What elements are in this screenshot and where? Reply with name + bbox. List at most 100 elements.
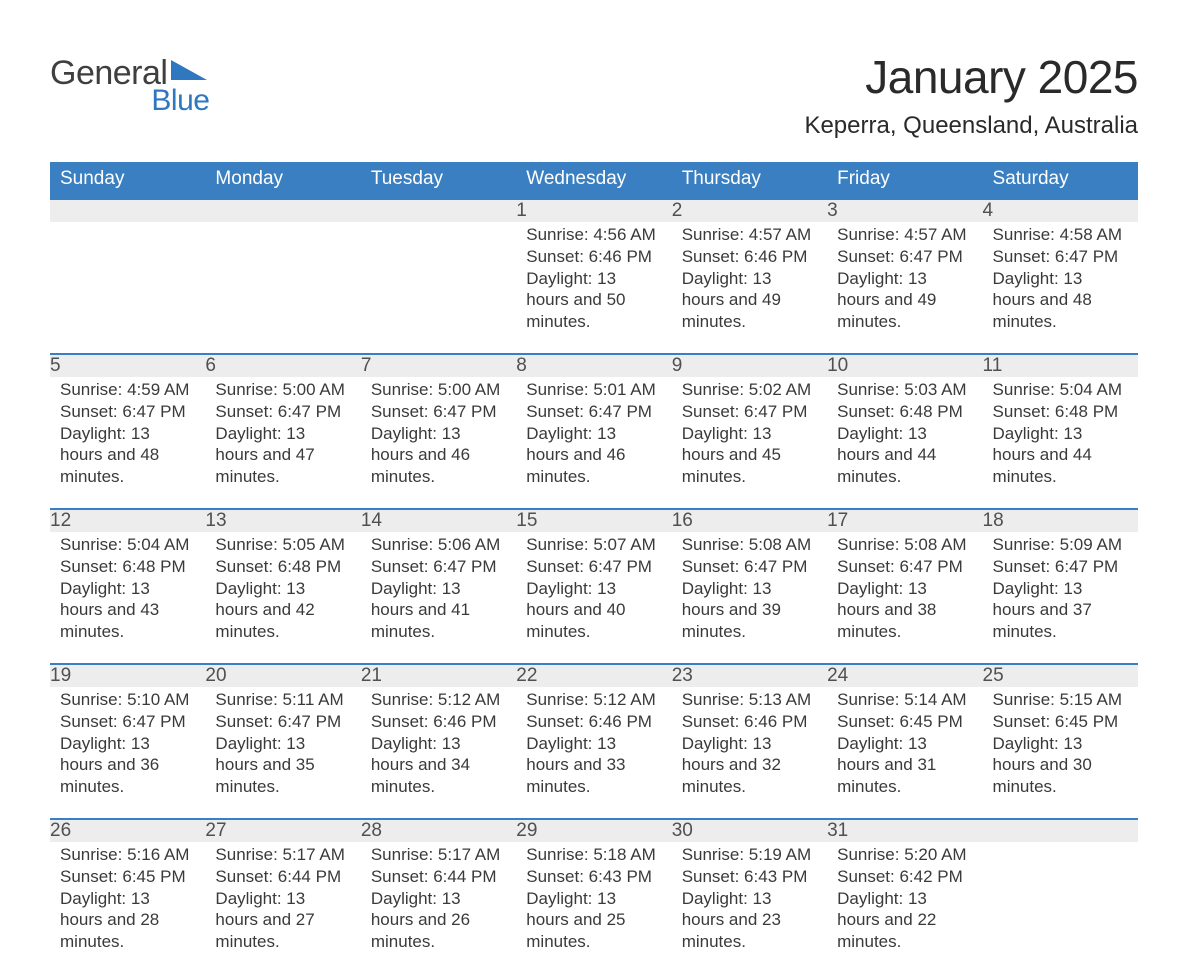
day-cell: Sunrise: 5:16 AMSunset: 6:45 PMDaylight:… xyxy=(50,842,205,974)
sunset-line: Sunset: 6:47 PM xyxy=(526,556,661,578)
day-number-cell: 31 xyxy=(827,819,982,842)
day-number-cell: 30 xyxy=(672,819,827,842)
location-subtitle: Keperra, Queensland, Australia xyxy=(804,112,1138,140)
sunrise-line: Sunrise: 5:04 AM xyxy=(60,534,195,556)
page-header: General Blue January 2025 Keperra, Queen… xyxy=(50,50,1138,152)
day-cell-body: Sunrise: 5:04 AMSunset: 6:48 PMDaylight:… xyxy=(983,377,1138,496)
sunrise-line: Sunrise: 4:59 AM xyxy=(60,379,195,401)
day-cell-body: Sunrise: 5:03 AMSunset: 6:48 PMDaylight:… xyxy=(827,377,982,496)
sunset-line: Sunset: 6:48 PM xyxy=(993,401,1128,423)
day-number-cell: 14 xyxy=(361,509,516,532)
daylight-line: Daylight: 13 hours and 36 minutes. xyxy=(60,733,195,798)
day-cell-body: Sunrise: 5:10 AMSunset: 6:47 PMDaylight:… xyxy=(50,687,205,806)
day-cell: Sunrise: 5:05 AMSunset: 6:48 PMDaylight:… xyxy=(205,532,360,664)
sunrise-line: Sunrise: 5:08 AM xyxy=(682,534,817,556)
day-number-cell: 5 xyxy=(50,354,205,377)
sunset-line: Sunset: 6:47 PM xyxy=(993,246,1128,268)
day-number-cell: 22 xyxy=(516,664,671,687)
sunrise-line: Sunrise: 5:00 AM xyxy=(371,379,506,401)
weekday-header: Monday xyxy=(205,162,360,199)
sunrise-line: Sunrise: 5:00 AM xyxy=(215,379,350,401)
day-cell-body: Sunrise: 5:14 AMSunset: 6:45 PMDaylight:… xyxy=(827,687,982,806)
day-cell: Sunrise: 5:04 AMSunset: 6:48 PMDaylight:… xyxy=(983,377,1138,509)
sunset-line: Sunset: 6:47 PM xyxy=(215,711,350,733)
sunrise-line: Sunrise: 5:04 AM xyxy=(993,379,1128,401)
day-number-cell xyxy=(205,199,360,222)
day-cell: Sunrise: 5:20 AMSunset: 6:42 PMDaylight:… xyxy=(827,842,982,974)
day-cell-body: Sunrise: 5:07 AMSunset: 6:47 PMDaylight:… xyxy=(516,532,671,651)
month-year-title: January 2025 xyxy=(804,50,1138,104)
daylight-line: Daylight: 13 hours and 44 minutes. xyxy=(837,423,972,488)
sunrise-line: Sunrise: 5:12 AM xyxy=(371,689,506,711)
sunrise-line: Sunrise: 5:14 AM xyxy=(837,689,972,711)
day-number-cell xyxy=(50,199,205,222)
daylight-line: Daylight: 13 hours and 28 minutes. xyxy=(60,888,195,953)
sunrise-line: Sunrise: 4:57 AM xyxy=(837,224,972,246)
daylight-line: Daylight: 13 hours and 42 minutes. xyxy=(215,578,350,643)
day-number-cell: 7 xyxy=(361,354,516,377)
day-cell: Sunrise: 4:59 AMSunset: 6:47 PMDaylight:… xyxy=(50,377,205,509)
sunrise-line: Sunrise: 5:18 AM xyxy=(526,844,661,866)
daylight-line: Daylight: 13 hours and 45 minutes. xyxy=(682,423,817,488)
daylight-line: Daylight: 13 hours and 37 minutes. xyxy=(993,578,1128,643)
sunset-line: Sunset: 6:47 PM xyxy=(837,556,972,578)
day-cell: Sunrise: 5:06 AMSunset: 6:47 PMDaylight:… xyxy=(361,532,516,664)
day-cell xyxy=(205,222,360,354)
sunset-line: Sunset: 6:47 PM xyxy=(682,556,817,578)
sunset-line: Sunset: 6:47 PM xyxy=(526,401,661,423)
sunset-line: Sunset: 6:45 PM xyxy=(60,866,195,888)
day-number-cell: 25 xyxy=(983,664,1138,687)
day-cell: Sunrise: 5:07 AMSunset: 6:47 PMDaylight:… xyxy=(516,532,671,664)
week-row: Sunrise: 5:04 AMSunset: 6:48 PM Daylight:… xyxy=(50,532,1138,664)
day-cell-body: Sunrise: 4:57 AMSunset: 6:46 PMDaylight:… xyxy=(672,222,827,341)
day-cell: Sunrise: 5:13 AMSunset: 6:46 PMDaylight:… xyxy=(672,687,827,819)
day-cell-body: Sunrise: 5:08 AMSunset: 6:47 PMDaylight:… xyxy=(827,532,982,651)
sunrise-line: Sunrise: 5:16 AM xyxy=(60,844,195,866)
day-cell: Sunrise: 4:57 AMSunset: 6:47 PMDaylight:… xyxy=(827,222,982,354)
day-cell-body: Sunrise: 5:13 AMSunset: 6:46 PMDaylight:… xyxy=(672,687,827,806)
day-cell: Sunrise: 5:09 AMSunset: 6:47 PMDaylight:… xyxy=(983,532,1138,664)
week-row: Sunrise: 5:10 AMSunset: 6:47 PMDaylight:… xyxy=(50,687,1138,819)
day-cell: Sunrise: 5:17 AMSunset: 6:44 PMDaylight:… xyxy=(205,842,360,974)
sunrise-line: Sunrise: 5:12 AM xyxy=(526,689,661,711)
day-cell: Sunrise: 5:15 AMSunset: 6:45 PMDaylight:… xyxy=(983,687,1138,819)
daylight-line: Daylight: 13 hours and 44 minutes. xyxy=(993,423,1128,488)
day-cell: Sunrise: 5:08 AMSunset: 6:47 PMDaylight:… xyxy=(827,532,982,664)
daylight-line: Daylight: 13 hours and 27 minutes. xyxy=(215,888,350,953)
sunrise-line: Sunrise: 5:01 AM xyxy=(526,379,661,401)
day-cell: Sunrise: 5:11 AMSunset: 6:47 PMDaylight:… xyxy=(205,687,360,819)
sunset-line: Sunset: 6:45 PM xyxy=(837,711,972,733)
sunrise-line: Sunrise: 5:13 AM xyxy=(682,689,817,711)
calendar-body: 1234Sunrise: 4:56 AMSunset: 6:46 PMDayli… xyxy=(50,199,1138,974)
day-number-cell: 29 xyxy=(516,819,671,842)
daylight-line: Daylight: 13 hours and 33 minutes. xyxy=(526,733,661,798)
day-cell: Sunrise: 4:58 AMSunset: 6:47 PMDaylight:… xyxy=(983,222,1138,354)
day-cell-body: Sunrise: 4:56 AMSunset: 6:46 PMDaylight:… xyxy=(516,222,671,341)
daylight-line: Daylight: 13 hours and 41 minutes. xyxy=(371,578,506,643)
day-number-cell: 1 xyxy=(516,199,671,222)
day-number-cell: 12 xyxy=(50,509,205,532)
day-number-cell: 10 xyxy=(827,354,982,377)
day-cell: Sunrise: 4:56 AMSunset: 6:46 PMDaylight:… xyxy=(516,222,671,354)
sunset-line: Sunset: 6:46 PM xyxy=(682,246,817,268)
day-cell-body: Sunrise: 5:15 AMSunset: 6:45 PMDaylight:… xyxy=(983,687,1138,806)
sunrise-line: Sunrise: 5:17 AM xyxy=(215,844,350,866)
daynum-row: 567891011 xyxy=(50,354,1138,377)
sunset-line: Sunset: 6:48 PM xyxy=(60,556,195,578)
title-block: January 2025 Keperra, Queensland, Austra… xyxy=(804,50,1138,152)
day-cell xyxy=(983,842,1138,974)
daylight-line: Daylight: 13 hours and 49 minutes. xyxy=(837,268,972,333)
day-number-cell: 2 xyxy=(672,199,827,222)
day-cell-body: Sunrise: 5:11 AMSunset: 6:47 PMDaylight:… xyxy=(205,687,360,806)
day-number-cell: 16 xyxy=(672,509,827,532)
day-number-cell: 8 xyxy=(516,354,671,377)
sunrise-line: Sunrise: 5:07 AM xyxy=(526,534,661,556)
sunrise-line: Sunrise: 5:02 AM xyxy=(682,379,817,401)
daynum-row: 1234 xyxy=(50,199,1138,222)
logo-triangle-shape xyxy=(171,60,207,80)
day-number-cell: 24 xyxy=(827,664,982,687)
daylight-line: Daylight: 13 hours and 30 minutes. xyxy=(993,733,1128,798)
sunset-line: Sunset: 6:46 PM xyxy=(526,246,661,268)
sunset-line: Sunset: 6:47 PM xyxy=(837,246,972,268)
daylight-line: Daylight: 13 hours and 31 minutes. xyxy=(837,733,972,798)
